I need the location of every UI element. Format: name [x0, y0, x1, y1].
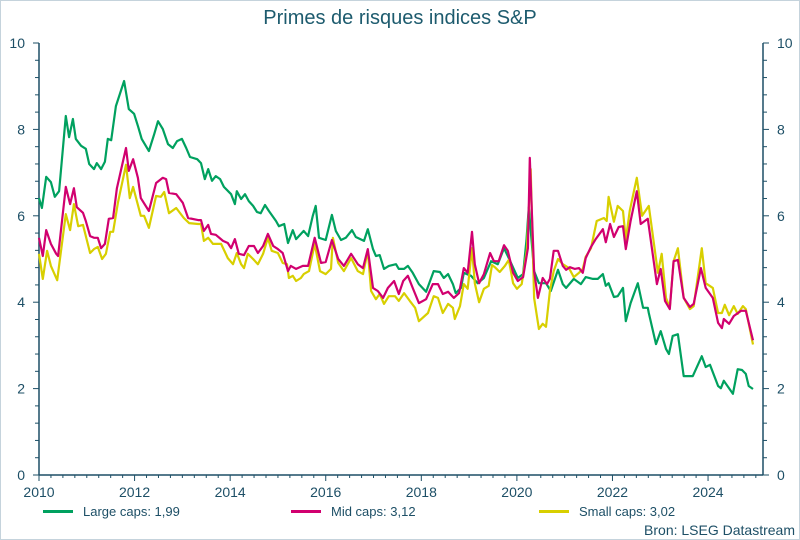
y-tick-label-right: 2 — [777, 381, 785, 397]
legend-item-large-caps: Large caps: 1,99 — [43, 504, 180, 519]
x-tick-label: 2022 — [597, 484, 628, 500]
x-tick-label: 2016 — [310, 484, 341, 500]
x-tick-label: 2024 — [692, 484, 723, 500]
legend-swatch-small-caps — [539, 510, 569, 513]
y-tick-label-right: 8 — [777, 121, 785, 137]
legend-label-large-caps: Large caps: 1,99 — [83, 504, 180, 519]
y-tick-label-left: 6 — [17, 208, 25, 224]
y-tick-label-left: 10 — [9, 35, 25, 51]
y-tick-label-left: 4 — [17, 294, 25, 310]
y-tick-label-right: 6 — [777, 208, 785, 224]
y-tick-label-left: 2 — [17, 381, 25, 397]
series-line-large-caps — [37, 79, 754, 395]
legend-swatch-mid-caps — [291, 510, 321, 513]
y-tick-label-right: 4 — [777, 294, 785, 310]
x-tick-label: 2018 — [406, 484, 437, 500]
y-tick-label-right: 0 — [777, 467, 785, 483]
x-tick-label: 2012 — [119, 484, 150, 500]
y-tick-label-left: 0 — [17, 467, 25, 483]
x-tick-label: 2014 — [215, 484, 246, 500]
chart-title: Primes de risques indices S&P — [263, 7, 537, 29]
legend-item-small-caps: Small caps: 3,02 — [539, 504, 675, 519]
x-tick-label: 2010 — [23, 484, 54, 500]
legend-label-mid-caps: Mid caps: 3,12 — [331, 504, 416, 519]
y-tick-label-left: 8 — [17, 121, 25, 137]
legend-item-mid-caps: Mid caps: 3,12 — [291, 504, 416, 519]
y-tick-label-right: 10 — [777, 35, 793, 51]
source-note: Bron: LSEG Datastream — [644, 522, 795, 538]
x-tick-label: 2020 — [501, 484, 532, 500]
legend-label-small-caps: Small caps: 3,02 — [579, 504, 676, 519]
series-line-mid-caps — [37, 146, 755, 341]
legend-swatch-large-caps — [43, 510, 73, 513]
series-line-small-caps — [37, 163, 755, 345]
